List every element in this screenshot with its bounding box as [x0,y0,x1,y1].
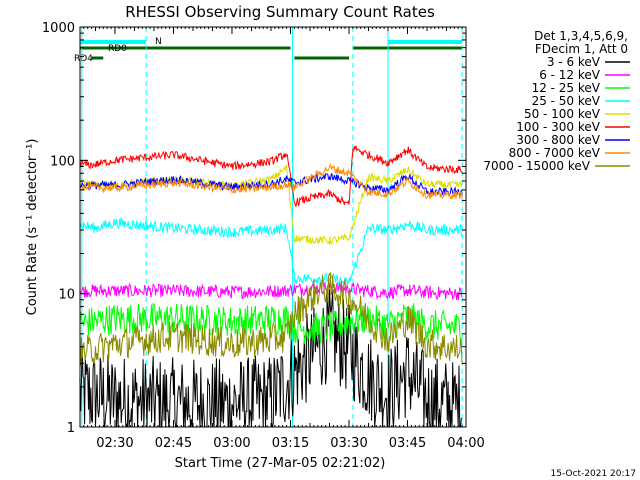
legend-header-0: Det 1,3,4,5,6,9, [534,29,628,43]
series-line-2 [79,302,463,344]
x-tick-label-1: 02:45 [155,436,192,451]
flag-bars: N RD0 RD4 [74,37,463,64]
series-line-0 [79,289,463,428]
flag-label-rd4: RD4 [74,54,93,64]
x-axis-label: Start Time (27-Mar-05 02:21:02) [175,456,386,471]
series-line-4 [79,164,463,246]
series-line-8 [79,271,463,368]
y-axis-label: Count Rate (s⁻¹ detector⁻¹) [25,139,40,316]
x-axis-ticks: 02:30 02:45 03:00 03:15 03:30 03:45 04:00 [83,27,485,451]
y-axis-ticks: 1 10 100 1000 [42,21,466,436]
x-tick-label-6: 04:00 [447,436,484,451]
legend-header-1: FDecim 1, Att 0 [535,42,628,56]
legend-label-7: 800 - 7000 keV [509,146,601,160]
series-lines [79,145,463,428]
y-tick-label-1: 10 [58,288,75,303]
legend-label-0: 3 - 6 keV [547,55,601,69]
y-tick-label-3: 1000 [42,21,75,36]
flag-label-n: N [155,37,162,47]
flag-label-rd0: RD0 [108,44,127,54]
legend-label-2: 12 - 25 keV [532,81,601,95]
legend-label-4: 50 - 100 keV [524,107,601,121]
series-line-1 [79,280,463,301]
legend: Det 1,3,4,5,6,9,FDecim 1, Att 03 - 6 keV… [483,29,630,173]
x-tick-label-0: 02:30 [96,436,133,451]
x-tick-label-5: 03:45 [389,436,426,451]
series-line-5 [79,145,463,208]
x-tick-label-3: 03:15 [272,436,309,451]
legend-label-5: 100 - 300 keV [516,120,600,134]
legend-label-1: 6 - 12 keV [539,68,601,82]
x-tick-label-2: 03:00 [213,436,250,451]
y-tick-label-2: 100 [50,154,75,169]
timestamp: 15-Oct-2021 20:17 [551,469,636,479]
series-line-7 [79,162,463,200]
plot-frame [79,26,467,428]
legend-label-8: 7000 - 15000 keV [483,159,590,173]
legend-label-3: 25 - 50 keV [532,94,601,108]
y-tick-label-0: 1 [67,421,75,436]
series-line-3 [79,216,463,287]
chart-title: RHESSI Observing Summary Count Rates [125,3,435,21]
legend-label-6: 300 - 800 keV [516,133,600,147]
x-tick-label-4: 03:30 [330,436,367,451]
